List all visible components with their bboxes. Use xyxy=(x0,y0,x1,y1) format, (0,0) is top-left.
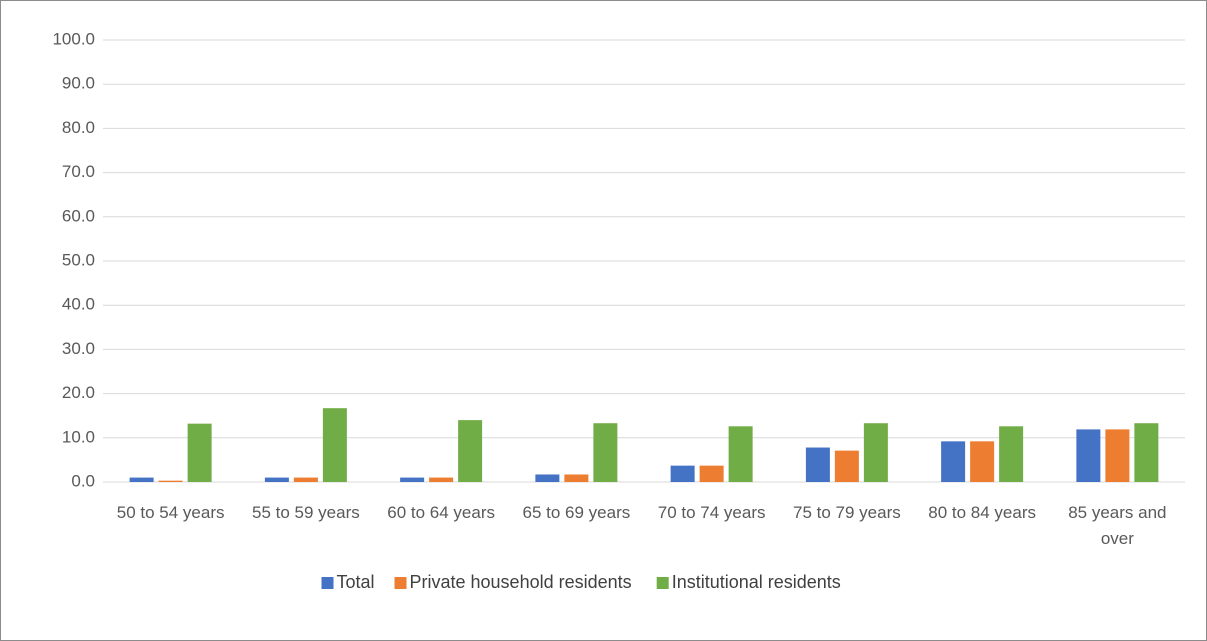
bar xyxy=(535,474,560,482)
legend-swatch xyxy=(656,577,669,589)
bar xyxy=(728,426,753,482)
bar xyxy=(1134,423,1159,482)
bar xyxy=(158,480,183,482)
y-tick-label: 80.0 xyxy=(62,118,95,137)
bar xyxy=(1105,429,1130,482)
bar xyxy=(941,441,966,482)
bar xyxy=(970,441,995,482)
x-tick-label: 60 to 64 years xyxy=(387,503,495,522)
bar xyxy=(458,420,483,482)
y-tick-label: 0.0 xyxy=(71,471,95,490)
x-tick-label: 65 to 69 years xyxy=(522,503,631,522)
y-tick-label: 10.0 xyxy=(62,427,95,446)
bar xyxy=(1076,429,1101,482)
legend-label: Total xyxy=(337,572,375,592)
y-tick-label: 60.0 xyxy=(62,206,95,225)
bar xyxy=(187,423,212,482)
bar xyxy=(670,465,695,482)
legend-swatch xyxy=(394,577,407,589)
legend-swatch xyxy=(321,577,334,589)
x-tick-label: 55 to 59 years xyxy=(252,503,360,522)
y-tick-label: 50.0 xyxy=(62,250,95,269)
y-tick-label: 90.0 xyxy=(62,74,95,93)
bar xyxy=(863,423,888,482)
x-tick-label: 70 to 74 years xyxy=(657,503,766,522)
bar xyxy=(264,477,289,482)
bar xyxy=(564,474,589,482)
x-tick-label: 80 to 84 years xyxy=(928,503,1036,522)
legend-label: Private household residents xyxy=(410,572,632,592)
legend-label: Institutional residents xyxy=(672,572,841,592)
y-tick-label: 40.0 xyxy=(62,295,95,314)
y-tick-label: 70.0 xyxy=(62,162,95,181)
bar xyxy=(834,450,859,482)
bar xyxy=(999,426,1024,482)
y-tick-label: 100.0 xyxy=(52,29,95,48)
y-tick-label: 30.0 xyxy=(62,339,95,358)
bar xyxy=(593,423,618,482)
bar xyxy=(293,477,318,482)
y-tick-label: 20.0 xyxy=(62,383,95,402)
bar xyxy=(699,465,724,482)
bar xyxy=(805,447,830,482)
bar xyxy=(129,477,154,482)
x-tick-label: 50 to 54 years xyxy=(116,503,225,522)
bar xyxy=(400,477,425,482)
bar xyxy=(322,408,347,482)
x-tick-label: 85 years and over xyxy=(1068,503,1167,548)
x-tick-label: 75 to 79 years xyxy=(793,503,901,522)
bar xyxy=(429,477,454,482)
